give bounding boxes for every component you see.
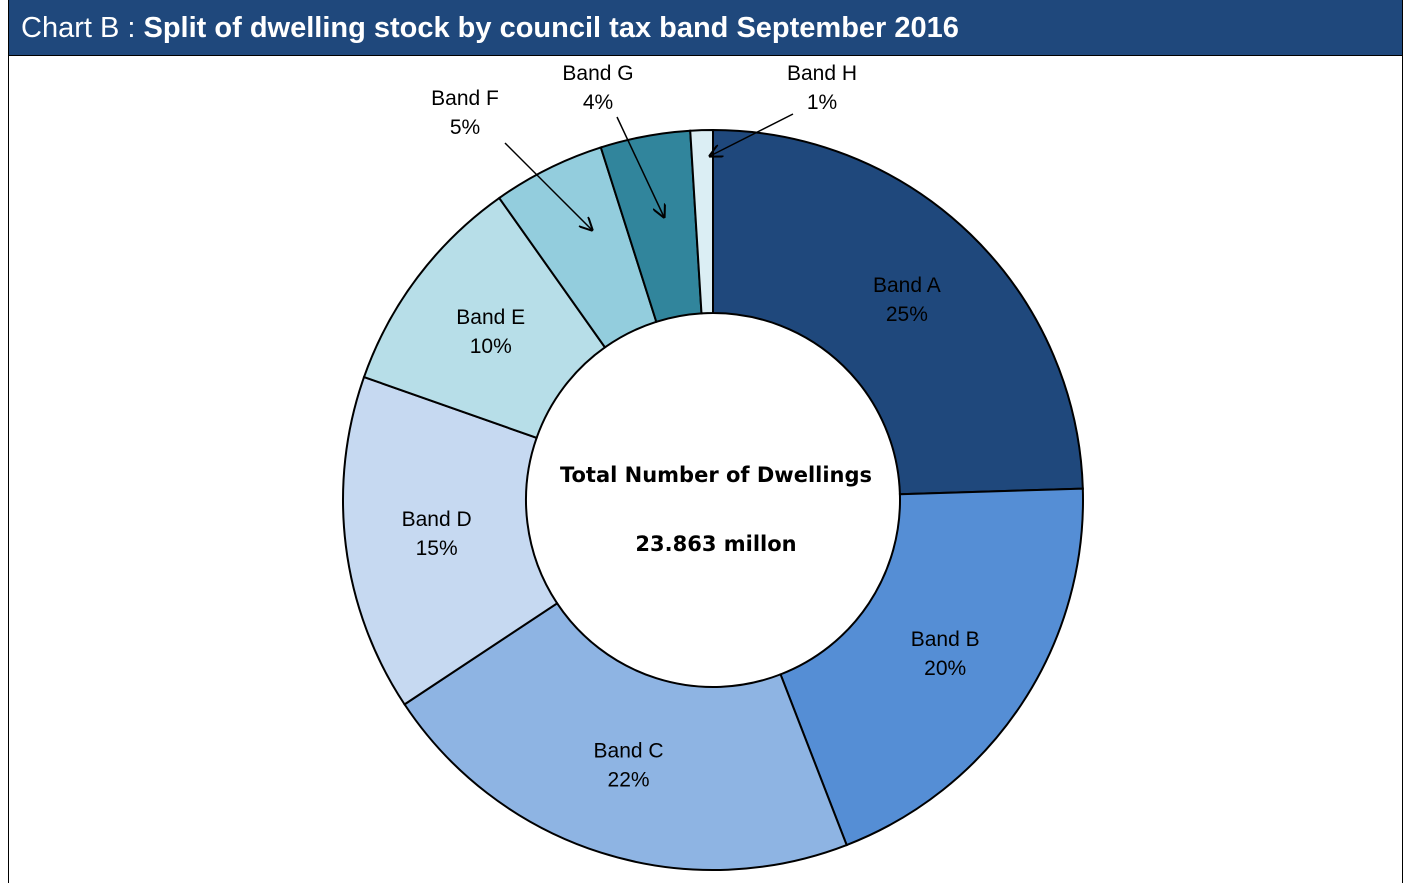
- chart-title: Chart B : Split of dwelling stock by cou…: [9, 0, 1402, 56]
- value-band-h: 1%: [807, 91, 837, 114]
- value-band-d: 15%: [416, 537, 458, 560]
- value-band-e: 10%: [470, 335, 512, 358]
- value-band-b: 20%: [924, 657, 966, 680]
- label-band-e: Band E: [456, 306, 525, 329]
- value-band-f: 5%: [450, 116, 480, 139]
- label-band-f: Band F: [431, 87, 499, 110]
- value-band-g: 4%: [583, 91, 613, 114]
- chart-title-prefix: Chart B :: [21, 12, 144, 44]
- center-total: 23.863 millon: [635, 532, 796, 556]
- chart-frame: Chart B : Split of dwelling stock by cou…: [8, 0, 1403, 883]
- label-band-h: Band H: [787, 62, 857, 85]
- label-band-c: Band C: [594, 739, 664, 762]
- slice-band-a: [712, 128, 1084, 496]
- leader-band-f: [504, 142, 592, 230]
- slice-band-b: [779, 487, 1084, 847]
- label-band-g: Band G: [562, 62, 633, 85]
- leader-band-g: [616, 116, 664, 217]
- slice-band-c: [403, 601, 848, 871]
- slice-band-h: [689, 128, 714, 315]
- value-band-a: 25%: [886, 303, 928, 326]
- slice-band-d: [342, 375, 559, 706]
- value-band-c: 22%: [608, 768, 650, 791]
- leader-band-h: [710, 113, 794, 156]
- label-band-d: Band D: [402, 508, 472, 531]
- chart-title-main: Split of dwelling stock by council tax b…: [143, 12, 959, 44]
- label-band-a: Band A: [873, 274, 941, 297]
- center-title: Total Number of Dwellings: [560, 463, 872, 487]
- label-band-b: Band B: [911, 628, 980, 651]
